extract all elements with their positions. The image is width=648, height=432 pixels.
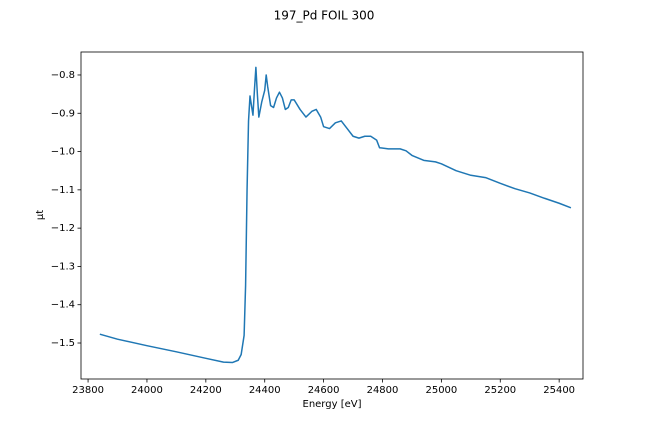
axes-frame <box>80 51 584 380</box>
x-tick-label: 23800 <box>72 385 104 396</box>
x-tick-label: 24400 <box>249 385 281 396</box>
y-tick-label: −1.5 <box>51 338 75 349</box>
y-tick-label: −1.0 <box>51 147 75 158</box>
y-axis-label: μt <box>35 210 46 220</box>
y-tick-label: −1.2 <box>51 223 75 234</box>
y-tick-label: −1.1 <box>51 185 75 196</box>
x-tick-label: 24000 <box>131 385 163 396</box>
x-tick-label: 24600 <box>308 385 340 396</box>
y-tick-label: −1.4 <box>51 300 75 311</box>
x-tick-label: 24800 <box>367 385 399 396</box>
y-tick-label: −0.8 <box>51 70 75 81</box>
y-tick-label: −0.9 <box>51 108 75 119</box>
y-tick-label: −1.3 <box>51 261 75 272</box>
chart-title: 197_Pd FOIL 300 <box>274 9 375 23</box>
x-tick-label: 24200 <box>190 385 222 396</box>
x-axis-label: Energy [eV] <box>303 399 362 410</box>
data-line <box>99 66 572 364</box>
x-tick-label: 25400 <box>543 385 575 396</box>
x-tick-label: 25200 <box>484 385 516 396</box>
x-tick-label: 25000 <box>425 385 457 396</box>
